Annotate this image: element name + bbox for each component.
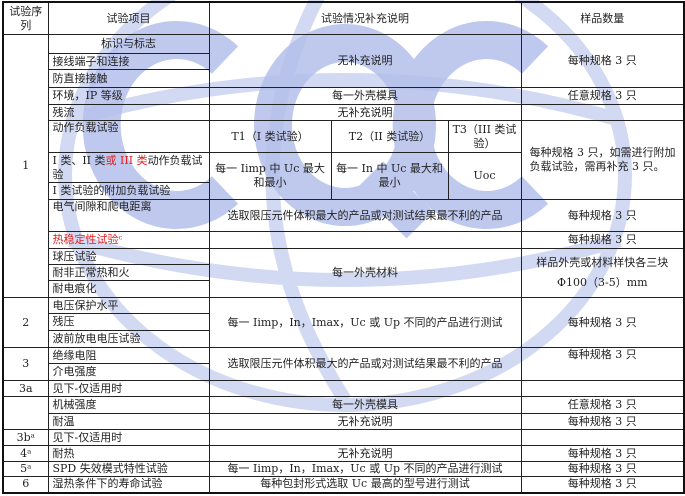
header-row: 试验序列 试验项目 试验情况补充说明 样品数量 — [2, 1, 685, 35]
t2-cell: 每一 In 中 Uc 最大和最小 — [330, 152, 449, 200]
item-cell: 耐热 — [47, 445, 210, 462]
table-row: 热稳定性试验ᶜ 每种规格 3 只 — [3, 231, 685, 249]
table-row: 残流 无补充说明 — [3, 104, 685, 121]
seq-cell: 5ᵃ — [2, 461, 49, 477]
qty-cell: 任意规格 3 只 — [520, 87, 685, 105]
note-cell: 选取限压元件体积最大的产品或对测试结果最不利的产品 — [208, 199, 522, 232]
header-seq: 试验序列 — [2, 1, 49, 35]
qty-cell: 每种规格 3 只 — [520, 476, 685, 493]
item-cell: 残压 — [47, 313, 210, 331]
item-cell: 球压试验 — [47, 248, 210, 265]
seq-cell: 6 — [2, 476, 49, 493]
note-cell: 每一外壳模具 — [208, 87, 522, 105]
note-cell: 每种包封形式选取 Uc 最高的型号进行测试 — [208, 476, 522, 493]
item-cell: 电压保护水平 — [47, 297, 210, 314]
seq-cell: 4ᵃ — [2, 445, 49, 462]
note-cell: 无补充说明 — [208, 413, 522, 430]
item-cell: 动作负载试验 — [47, 120, 210, 153]
qty-cell — [520, 429, 685, 446]
seq-cell: 3a — [2, 380, 49, 397]
seq-cell: 3bᵃ — [2, 429, 49, 446]
table-row: 5ᵃ SPD 失效模式特性试验 每一 Iimp，In，Imax，Uc 或 Up … — [2, 461, 685, 477]
qty-cell: 每种规格 3 只 — [520, 413, 685, 430]
table-row: 球压试验 每一外壳材料 样品外壳或材料样快各三块 Φ100（3-5）mm — [3, 248, 685, 298]
seq-cell: 2 — [2, 297, 49, 348]
note-cell — [208, 231, 522, 249]
item-cell: 介电强度 — [47, 363, 210, 381]
table-row: 6 湿热条件下的寿命试验 每种包封形式选取 Uc 最高的型号进行测试 每种规格 … — [2, 476, 685, 493]
note-cell: 每一外壳模具 — [208, 396, 522, 414]
item-cell: 湿热条件下的寿命试验 — [47, 476, 210, 493]
item-cell: SPD 失效模式特性试验 — [47, 461, 210, 477]
note-cell — [208, 380, 522, 397]
table-row: 1 标识与标志 无补充说明 每种规格 3 只 — [2, 34, 685, 298]
note-cell: 无补充说明 — [208, 445, 522, 462]
note-cell — [208, 429, 522, 446]
item-text-red: 或 III 类 — [105, 153, 148, 167]
table-row: 3a 见下-仅适用时 — [2, 380, 685, 397]
qty-cell: 每种规格 3 只 — [520, 34, 685, 88]
item-cell: 绝缘电阻 — [47, 347, 210, 364]
item-cell: 机械强度 — [47, 396, 210, 414]
item-cell: 耐非正常热和火 — [47, 264, 210, 281]
item-cell: 接线端子和连接 — [47, 53, 210, 70]
note-cell: 每一 Iimp，In，Imax，Uc 或 Up 不同的产品进行测试 — [208, 297, 522, 348]
table-row: 耐温 无补充说明 每种规格 3 只 — [3, 413, 685, 430]
note-cell: 每一外壳材料 — [208, 248, 522, 298]
qty-cell: 每种规格 3 只 — [520, 231, 685, 249]
t1-header: T1（I 类试验） — [208, 120, 332, 153]
item-cell: I 类试验的附加负载试验 — [47, 182, 210, 200]
item-cell: 残流 — [47, 104, 210, 121]
note-cell: 无补充说明 — [208, 34, 522, 88]
qty-cell: 任意规格 3 只 — [520, 396, 685, 414]
seq-cell — [2, 396, 49, 430]
t2-header: T2（II 类试验） — [330, 120, 449, 153]
item-cell: 热稳定性试验ᶜ — [47, 231, 210, 249]
qty-cell — [520, 104, 685, 121]
table-row: 2 电压保护水平 每一 Iimp，In，Imax，Uc 或 Up 不同的产品进行… — [2, 297, 685, 348]
item-cell: 防直接接触 — [47, 69, 210, 88]
t3-cell: Uoc — [447, 152, 522, 200]
note-cell: 无补充说明 — [208, 104, 522, 121]
qty-line: Φ100（3-5）mm — [556, 276, 648, 289]
seq-cell: 1 — [2, 34, 49, 298]
qty-cell: 每种规格 3 只 — [520, 297, 685, 348]
item-cell: 波前放电电压试验 — [47, 330, 210, 348]
item-cell: 耐温 — [47, 413, 210, 430]
t1-cell: 每一 Iimp 中 Uc 最大和最小 — [208, 152, 332, 200]
item-cell: 电气间隙和爬电距离 — [47, 199, 210, 232]
note-cell: 选取限压元件体积最大的产品或对测试结果最不利的产品 — [208, 347, 522, 381]
qty-line: 样品外壳或材料样快各三块 — [536, 256, 669, 269]
item-cell: 耐电痕化 — [47, 280, 210, 298]
item-cell: 标识与标志 — [47, 34, 210, 54]
header-item: 试验项目 — [47, 1, 210, 35]
table-row: 环境，IP 等级 每一外壳模具 任意规格 3 只 — [3, 87, 685, 105]
qty-cell: 每种规格 3 只 — [520, 199, 685, 232]
t3-header: T3（III 类试验） — [447, 120, 522, 153]
qty-cell: 每种规格 3 只 — [520, 445, 685, 462]
qty-cell: 每种规格 3 只，如需进行附加负载试验，需再补充 3 只。 — [520, 120, 685, 200]
header-qty: 样品数量 — [520, 1, 685, 35]
qty-cell: 每种规格 3 只 — [520, 461, 685, 477]
header-note: 试验情况补充说明 — [208, 1, 522, 35]
note-cell: 每一 Iimp，In，Imax，Uc 或 Up 不同的产品进行测试 — [208, 461, 522, 477]
item-text: I 类、II 类 — [52, 153, 106, 167]
item-cell: 见下-仅适用时 — [47, 429, 210, 446]
table-row: 3bᵃ 见下-仅适用时 — [2, 429, 685, 446]
item-cell: 见下-仅适用时 — [47, 380, 210, 397]
qty-cell: 样品外壳或材料样快各三块 Φ100（3-5）mm — [520, 248, 685, 298]
table-row: 电气间隙和爬电距离 选取限压元件体积最大的产品或对测试结果最不利的产品 每种规格… — [3, 199, 685, 232]
table-row: 动作负载试验 T1（I 类试验） T2（II 类试验） T3（III 类试验） … — [3, 120, 685, 200]
item-cell: I 类、II 类或 III 类动作负载试验 — [47, 152, 210, 183]
table-row: 4ᵃ 耐热 无补充说明 每种规格 3 只 — [2, 445, 685, 462]
table-row: 机械强度 每一外壳模具 任意规格 3 只 — [2, 396, 685, 430]
item-cell: 环境，IP 等级 — [47, 87, 210, 105]
table-row: 3 绝缘电阻 选取限压元件体积最大的产品或对测试结果最不利的产品 每种规格 3 … — [2, 347, 685, 381]
seq-cell: 3 — [2, 347, 49, 381]
qty-cell: 每种规格 3 只 — [520, 347, 685, 381]
qty-cell — [520, 380, 685, 397]
